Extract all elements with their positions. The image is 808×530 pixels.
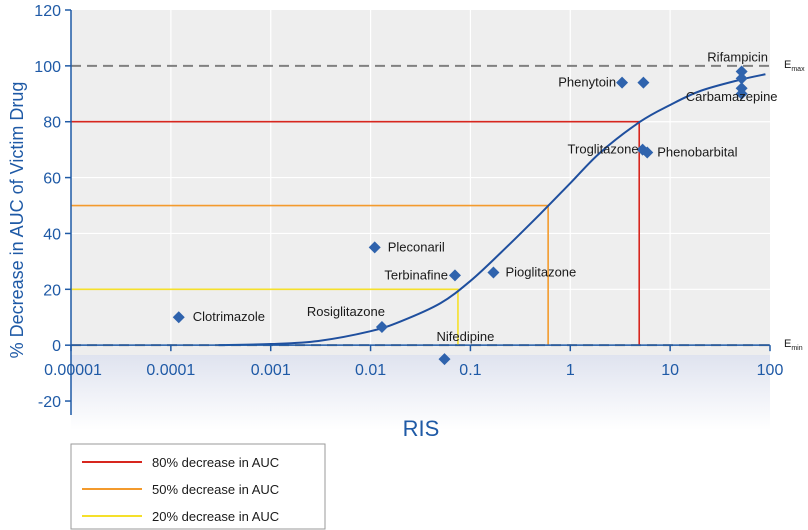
point-labels: Clotrimazole Rosiglitazone Pleconaril Terbi… (193, 49, 778, 344)
data-point (735, 65, 748, 78)
fit-curve (218, 73, 766, 347)
data-point (735, 72, 748, 85)
y-tick-label: 120 (34, 3, 61, 20)
point-label: Clotrimazole (193, 309, 265, 324)
data-point (641, 146, 654, 159)
point-label: Carbamazepine (686, 89, 778, 104)
y-tick-label: -20 (38, 394, 61, 411)
x-axis-title: RIS (403, 416, 440, 441)
x-tick-label: 0.00001 (44, 362, 102, 379)
data-point (735, 87, 748, 100)
y-tick-label: 80 (43, 115, 61, 132)
fit-curve-group (218, 73, 766, 347)
decrease-line-3 (71, 288, 459, 346)
data-point (487, 266, 500, 279)
x-tick-labels: 0.00001 0.0001 0.001 0.01 0.1 1 10 100 (44, 362, 783, 379)
reference-label-emin: Emin (784, 338, 803, 352)
reference-label-emax: Emax (784, 59, 805, 73)
y-tick-label: 20 (43, 282, 61, 299)
x-tick-label: 100 (757, 362, 784, 379)
point-label: Troglitazone (568, 142, 639, 157)
x-tick-label: 0.001 (251, 362, 291, 379)
data-point (637, 76, 650, 89)
data-point (616, 76, 629, 89)
legend-entry: 20% decrease in AUC (152, 509, 279, 524)
y-tick-label: 100 (34, 59, 61, 76)
y-tick-labels: -20 0 20 40 60 80 100 120 (34, 3, 61, 411)
x-tick-label: 0.0001 (146, 362, 195, 379)
y-tick-label: 60 (43, 171, 61, 188)
data-point (172, 311, 185, 324)
axes (65, 9, 771, 415)
legend-box (70, 443, 326, 530)
point-label: Rosiglitazone (307, 304, 385, 319)
x-tick-label: 0.1 (459, 362, 481, 379)
y-tick-label: 0 (52, 338, 61, 355)
point-label: Nifedipine (437, 329, 495, 344)
x-tick-label: 1 (566, 362, 575, 379)
x-tick-label: 10 (661, 362, 679, 379)
point-label: Terbinafine (384, 267, 448, 282)
y-tick-label: 40 (43, 226, 61, 243)
data-point (438, 353, 451, 366)
x-tick-label: 0.01 (355, 362, 386, 379)
point-label: Phenobarbital (657, 144, 737, 159)
point-label: Phenytoin (558, 75, 616, 90)
data-point (448, 269, 461, 282)
legend-entry: 50% decrease in AUC (152, 482, 279, 497)
point-label: Pleconaril (388, 239, 445, 254)
legend-entry: 80% decrease in AUC (152, 455, 279, 470)
y-axis-title: % Decrease in AUC of Victim Drug (7, 82, 27, 359)
legend: 80% decrease in AUC 50% decrease in AUC 20… (70, 443, 326, 530)
point-label: Pioglitazone (505, 265, 576, 280)
point-label: Rifampicin (707, 49, 768, 64)
data-points (172, 65, 748, 366)
data-point (375, 321, 388, 334)
data-point (368, 241, 381, 254)
plot-background (71, 10, 770, 355)
plot-floor (71, 355, 770, 430)
